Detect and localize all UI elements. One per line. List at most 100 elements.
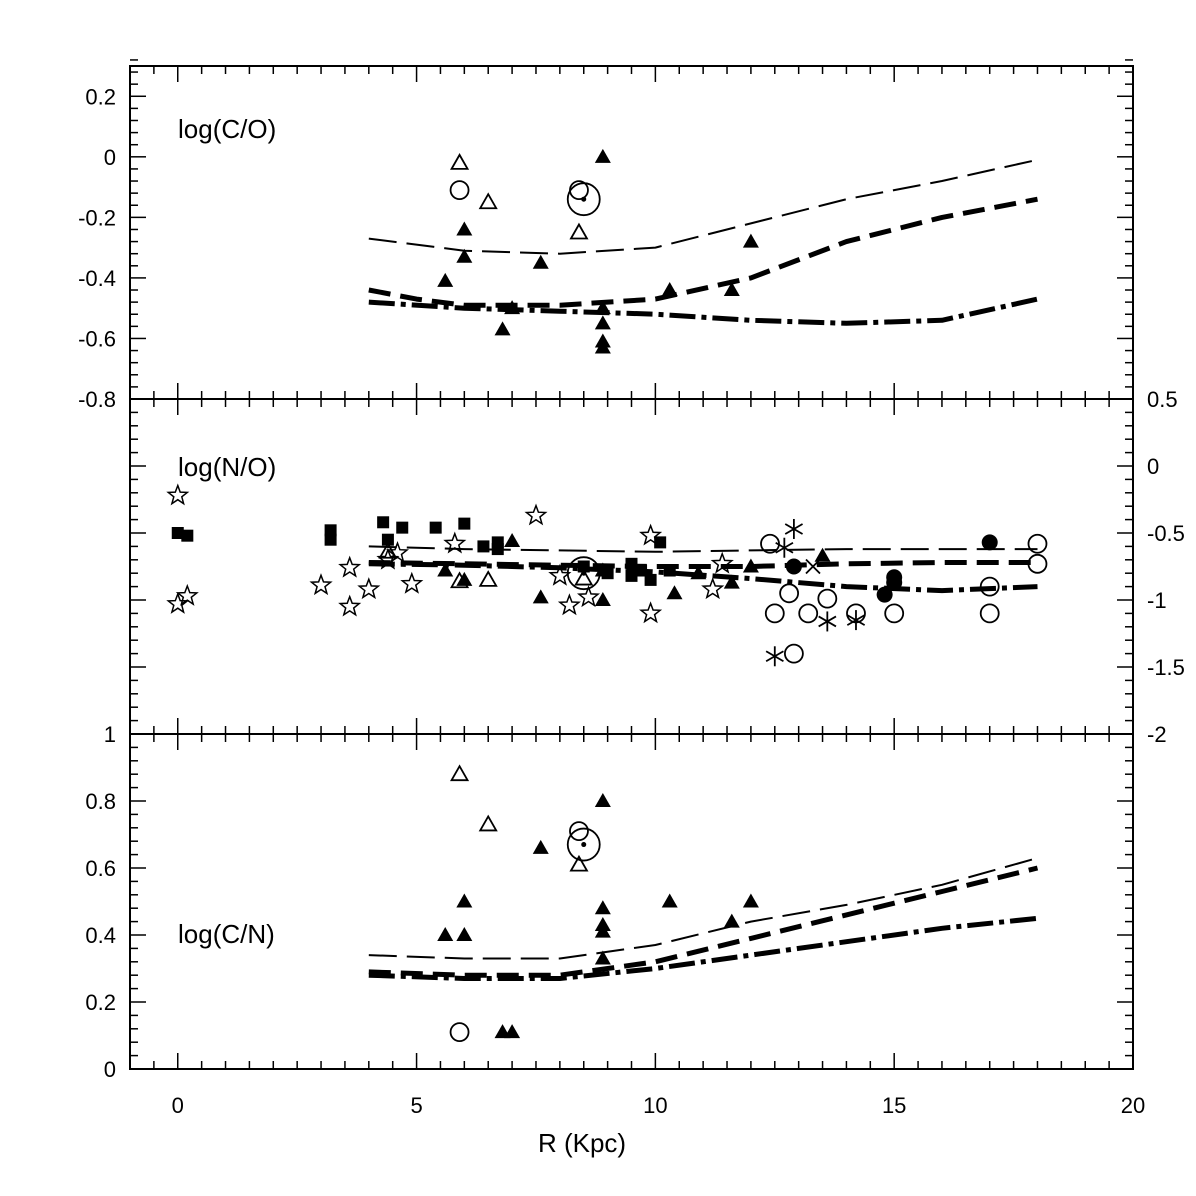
marker-circle-open [817,588,838,609]
series-circle-open [760,533,1048,664]
y-tick-label: 0.2 [85,84,116,109]
series-asterisk [765,518,866,667]
series-star-open [166,483,734,624]
marker-tri-filled [594,592,611,606]
marker-tri-filled [532,839,549,854]
x-tick-marks [129,66,1134,399]
marker-tri-filled [456,927,473,941]
model-curve-dash-dot-thick [368,296,1039,326]
series-sun [566,556,601,591]
marker-circle-open [783,643,804,664]
marker-circle-open [779,583,800,604]
marker-circle-open [979,576,1000,597]
y-tick-label: -1 [1147,588,1167,613]
y-tick-label: -0.4 [78,266,116,291]
marker-asterisk [818,611,837,632]
marker-star-open [166,483,190,506]
marker-square-filled [663,564,676,577]
marker-tri-open [378,541,398,559]
y-tick-label: 0.2 [85,990,116,1015]
marker-tri-filled [504,1024,521,1039]
x-tick-label: 15 [882,1093,906,1118]
marker-square-filled [477,540,490,553]
series-tri-filled [437,533,831,606]
marker-circle-open [449,1022,470,1043]
y-tick-label: -0.8 [78,387,116,412]
y-tick-label: 0 [104,1057,116,1082]
y-tick-label: -1.5 [1147,655,1185,680]
marker-tri-filled [456,893,473,908]
marker-tri-filled [666,585,683,600]
marker-tri-filled [532,589,549,604]
marker-circle-filled [785,558,802,575]
marker-tri-filled [742,893,759,908]
marker-tri-filled [594,950,611,965]
marker-tri-filled [504,300,521,315]
marker-tri-filled [594,916,611,931]
panel-title-cn: log(C/N) [178,919,275,949]
marker-star-open [338,594,362,617]
y-tick-label: 0 [104,145,116,170]
marker-square-filled [654,536,667,549]
panel-co: 0.2 0 -0.2 -0.4 -0.6 -0.8 log(C/O) [78,59,1134,412]
marker-circle-filled [886,574,903,591]
marker-square-filled [429,521,442,534]
marker-asterisk [775,537,794,558]
marker-star-open [701,577,725,600]
marker-tri-filled [456,571,473,586]
y-tick-label: 0.8 [85,789,116,814]
marker-star-open [557,593,581,616]
marker-tri-filled [504,533,521,548]
model-curve-long-dash-thin [368,545,1038,553]
marker-square-filled [458,517,471,530]
marker-star-open [338,555,362,578]
x-tick-label: 10 [643,1093,667,1118]
model-curve-long-dash-thin [368,857,1038,960]
marker-sun-symbol [566,182,601,217]
y-tick-label: -0.2 [78,205,116,230]
marker-square-filled [324,524,337,537]
y-tick-label: 0.6 [85,856,116,881]
x-tick-marks [129,399,1134,734]
marker-star-open [166,591,190,614]
y-tick-label: 0 [1147,454,1159,479]
marker-tri-filled [594,339,611,354]
series-tri-open [378,541,594,589]
model-curve-dash-thick [368,196,1038,308]
marker-tri-filled [723,282,740,297]
panel-no: 0.5 0 -0.5 -1 -1.5 -2 log(N/O) [129,387,1185,747]
marker-tri-open [478,570,498,587]
marker-tri-filled [437,562,454,577]
marker-circle-open [569,821,589,842]
marker-star-open [357,577,381,600]
series-cross [805,558,821,575]
marker-tri-open [569,854,589,872]
marker-star-open [385,540,410,563]
marker-square-filled [635,564,648,577]
marker-tri-open [574,568,594,586]
panel-title-no: log(N/O) [178,452,276,482]
marker-circle-open [884,603,905,624]
marker-tri-filled [532,254,549,269]
marker-tri-filled [661,282,678,297]
marker-square-filled [644,573,657,586]
marker-square-filled [491,543,504,556]
marker-tri-filled [456,248,473,263]
marker-square-filled [577,560,590,573]
marker-square-filled [171,527,184,539]
marker-asterisk [784,518,804,539]
marker-tri-filled [437,272,454,287]
marker-cross [805,558,821,575]
marker-star-open [400,571,424,594]
series-sun [566,182,601,217]
marker-tri-filled [594,315,611,330]
marker-tri-filled [690,565,707,580]
y-tick-label: 0.5 [1147,387,1178,412]
marker-tri-filled [742,558,759,573]
panel-cn: 1 0.8 0.6 0.4 0.2 0 0 5 10 15 20 log(C/N) [85,722,1145,1118]
marker-circle-filled [981,534,998,551]
marker-tri-filled [594,900,611,915]
y-tick-label: -0.5 [1147,521,1185,546]
marker-tri-open [478,192,498,210]
